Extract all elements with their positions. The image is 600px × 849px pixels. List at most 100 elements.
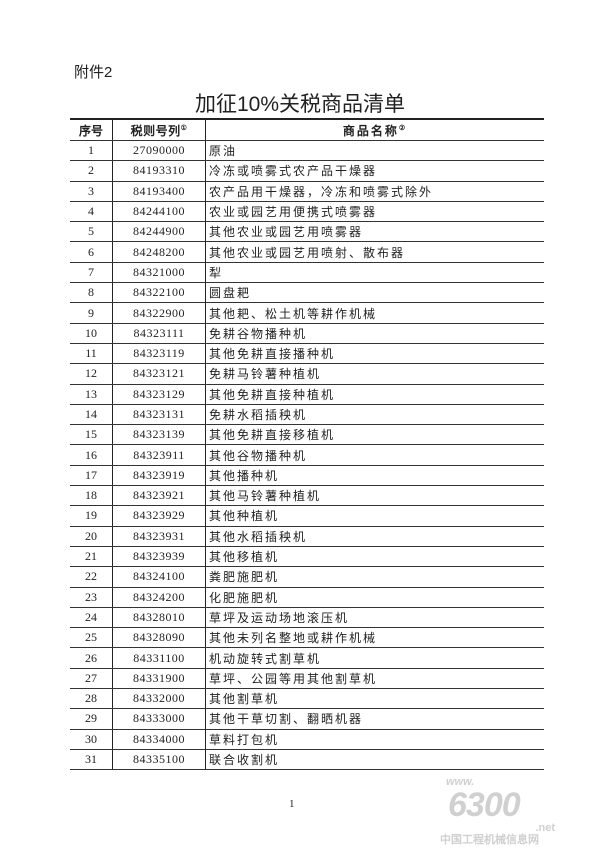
watermark-logo: www. 6300 .net 中国工程机械信息网 [440, 776, 565, 849]
table-row: 22 84324100 粪肥施肥机 [70, 566, 544, 588]
table-row: 18 84323921 其他马铃薯种植机 [70, 485, 544, 507]
row-tariff-code: 84331100 [112, 647, 206, 669]
row-index: 3 [70, 180, 113, 202]
header-goods-name: 商品名称② [205, 118, 544, 141]
table-row: 1 27090000 原油 [70, 139, 544, 162]
row-goods-name: 其他未列名整地或耕作机械 [205, 627, 544, 649]
row-tariff-code: 84193310 [112, 160, 206, 182]
row-index: 10 [70, 322, 113, 344]
row-goods-name: 其他农业或园艺用喷射、散布器 [205, 241, 544, 263]
row-goods-name: 化肥施肥机 [205, 586, 544, 608]
row-goods-name: 机动旋转式割草机 [205, 647, 544, 669]
row-tariff-code: 84244900 [112, 221, 206, 243]
row-goods-name: 草坪及运动场地滚压机 [205, 606, 544, 629]
row-tariff-code: 84322100 [112, 282, 206, 304]
row-goods-name: 草坪、公园等用其他割草机 [205, 667, 544, 690]
row-goods-name: 免耕马铃薯种植机 [205, 363, 544, 385]
row-tariff-code: 84323919 [112, 464, 206, 487]
watermark-name: 中国工程机械信息网 [440, 834, 539, 846]
row-tariff-code: 84328090 [112, 627, 206, 649]
table-row: 9 84322900 其他耙、松土机等耕作机械 [70, 302, 544, 324]
table-row: 19 84323929 其他种植机 [70, 505, 544, 527]
row-index: 27 [70, 667, 113, 690]
table-row: 29 84333000 其他干草切割、翻晒机器 [70, 708, 544, 730]
row-goods-name: 其他种植机 [205, 505, 544, 527]
row-goods-name: 粪肥施肥机 [205, 566, 544, 588]
row-index: 24 [70, 606, 113, 629]
row-index: 20 [70, 525, 113, 547]
row-index: 16 [70, 444, 113, 466]
table-row: 17 84323919 其他播种机 [70, 464, 544, 487]
row-goods-name: 农产品用干燥器，冷冻和喷雾式除外 [205, 180, 544, 202]
row-tariff-code: 84323939 [112, 545, 206, 568]
row-tariff-code: 84331900 [112, 667, 206, 690]
table-row: 4 84244100 农业或园艺用便携式喷雾器 [70, 200, 544, 223]
row-index: 13 [70, 383, 113, 405]
watermark-net: .net [535, 822, 555, 834]
row-tariff-code: 84323121 [112, 363, 206, 385]
row-index: 14 [70, 403, 113, 426]
table-header-row: 序号 税则号列① 商品名称② [70, 118, 544, 141]
table-row: 24 84328010 草坪及运动场地滚压机 [70, 606, 544, 629]
table-row: 10 84323111 免耕谷物播种机 [70, 322, 544, 344]
row-index: 12 [70, 363, 113, 385]
row-tariff-code: 84324200 [112, 586, 206, 608]
row-tariff-code: 84244100 [112, 200, 206, 223]
row-index: 5 [70, 221, 113, 243]
row-tariff-code: 84323929 [112, 505, 206, 527]
page-title: 加征10%关税商品清单 [194, 93, 406, 116]
page-number: 1 [289, 798, 295, 810]
row-goods-name: 免耕水稻插秧机 [205, 403, 544, 426]
row-index: 22 [70, 566, 113, 588]
row-goods-name: 其他免耕直接移植机 [205, 424, 544, 446]
row-goods-name: 其他免耕直接播种机 [205, 342, 544, 365]
table-row: 30 84334000 草料打包机 [70, 728, 544, 750]
row-tariff-code: 84332000 [112, 688, 206, 710]
row-goods-name: 圆盘耙 [205, 282, 544, 304]
row-index: 15 [70, 424, 113, 446]
row-goods-name: 原油 [205, 139, 544, 162]
table-row: 20 84323931 其他水稻插秧机 [70, 525, 544, 547]
row-tariff-code: 84193400 [112, 180, 206, 202]
row-goods-name: 其他干草切割、翻晒机器 [205, 708, 544, 730]
header-tariff-code-label: 税则号列 [130, 123, 181, 138]
row-goods-name: 农业或园艺用便携式喷雾器 [205, 200, 544, 223]
row-goods-name: 冷冻或喷雾式农产品干燥器 [205, 160, 544, 182]
table-row: 7 84321000 犁 [70, 261, 544, 284]
row-tariff-code: 84323111 [112, 322, 206, 344]
row-index: 25 [70, 627, 113, 649]
row-index: 1 [70, 139, 113, 162]
table-row: 11 84323119 其他免耕直接播种机 [70, 342, 544, 365]
row-tariff-code: 84328010 [112, 606, 206, 629]
row-goods-name: 其他农业或园艺用喷雾器 [205, 221, 544, 243]
row-tariff-code: 84323129 [112, 383, 206, 405]
header-index: 序号 [70, 118, 113, 141]
row-index: 7 [70, 261, 113, 284]
watermark-www: www. [446, 776, 475, 788]
row-goods-name: 草料打包机 [205, 728, 544, 750]
row-tariff-code: 84323119 [112, 342, 206, 365]
row-goods-name: 其他免耕直接种植机 [205, 383, 544, 405]
table-row: 27 84331900 草坪、公园等用其他割草机 [70, 667, 544, 690]
row-tariff-code: 84323921 [112, 485, 206, 507]
row-goods-name: 犁 [205, 261, 544, 284]
table-row: 14 84323131 免耕水稻插秧机 [70, 403, 544, 426]
row-index: 23 [70, 586, 113, 608]
row-index: 9 [70, 302, 113, 324]
table-row: 15 84323139 其他免耕直接移植机 [70, 424, 544, 446]
table-row: 13 84323129 其他免耕直接种植机 [70, 383, 544, 405]
row-index: 19 [70, 505, 113, 527]
watermark-number: 6300 [448, 786, 521, 824]
row-goods-name: 其他移植机 [205, 545, 544, 568]
row-index: 29 [70, 708, 113, 730]
row-tariff-code: 84323131 [112, 403, 206, 426]
row-goods-name: 其他播种机 [205, 464, 544, 487]
row-index: 8 [70, 282, 113, 304]
row-tariff-code: 84334000 [112, 728, 206, 750]
table-row: 16 84323911 其他谷物播种机 [70, 444, 544, 466]
row-index: 28 [70, 688, 113, 710]
table-row: 26 84331100 机动旋转式割草机 [70, 647, 544, 669]
row-goods-name: 其他马铃薯种植机 [205, 485, 544, 507]
table-row: 12 84323121 免耕马铃薯种植机 [70, 363, 544, 385]
row-tariff-code: 84322900 [112, 302, 206, 324]
